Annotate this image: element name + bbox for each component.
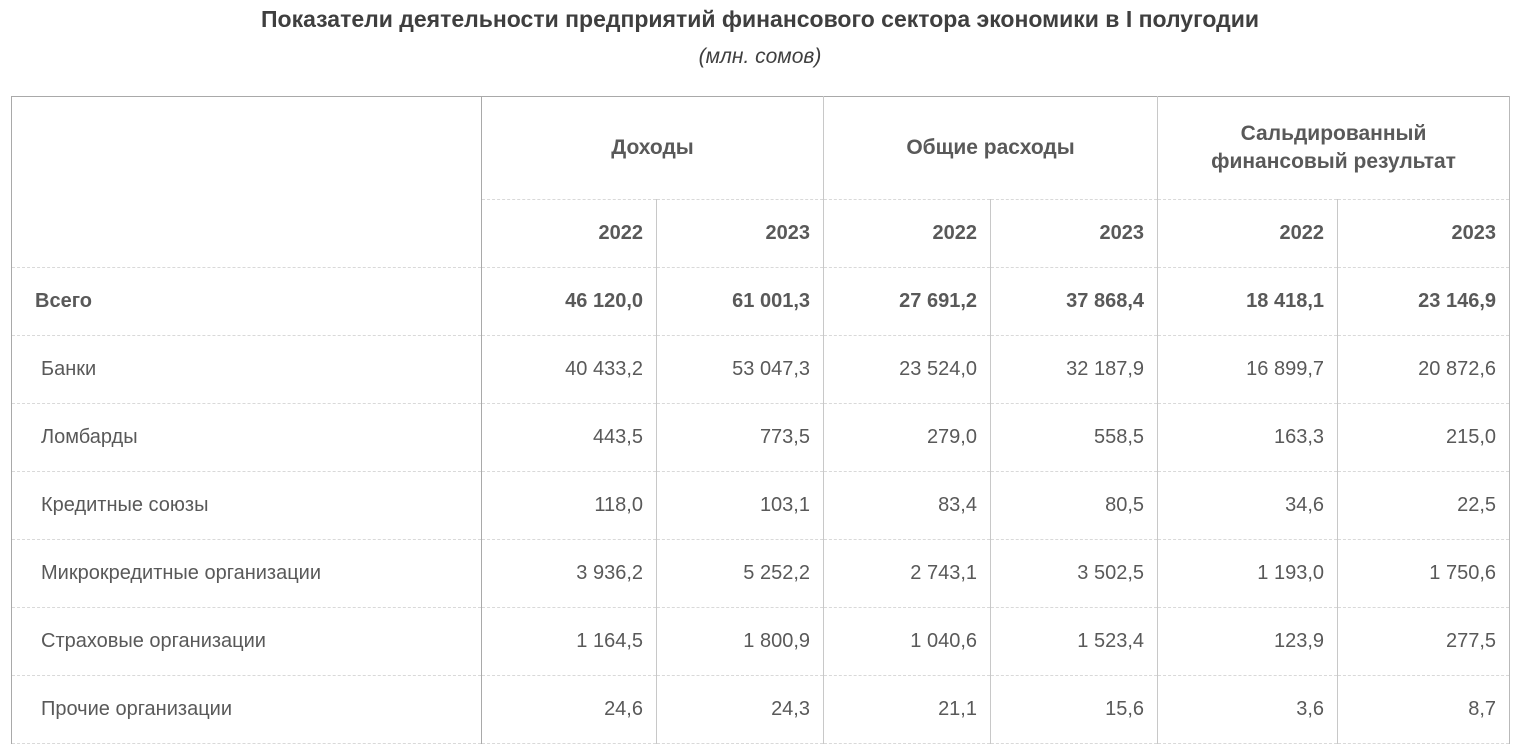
- cell-value: 23 146,9: [1337, 267, 1510, 336]
- cell-value: 53 047,3: [656, 335, 824, 404]
- cell-value: 5 252,2: [656, 539, 824, 608]
- cell-value: 22,5: [1337, 471, 1510, 540]
- cell-value: 279,0: [823, 403, 991, 472]
- year-header-expenses-2023: 2023: [989, 199, 1158, 268]
- table-row-insurance-organizations: Страховые организации 1 164,5 1 800,9 1 …: [11, 607, 1510, 676]
- table-row-other-organizations: Прочие организации 24,6 24,3 21,1 15,6 3…: [11, 675, 1510, 744]
- cell-value: 83,4: [823, 471, 991, 540]
- cell-value: 1 193,0: [1157, 539, 1338, 608]
- cell-value: 773,5: [656, 403, 824, 472]
- cell-value: 3,6: [1157, 675, 1338, 744]
- cell-value: 1 800,9: [656, 607, 824, 676]
- cell-value: 118,0: [481, 471, 657, 540]
- cell-value: 2 743,1: [823, 539, 991, 608]
- page-subtitle: (млн. сомов): [698, 45, 822, 68]
- cell-value: 443,5: [481, 403, 657, 472]
- cell-value: 103,1: [656, 471, 824, 540]
- cell-value: 277,5: [1337, 607, 1510, 676]
- cell-value: 27 691,2: [823, 267, 991, 336]
- table-row-pawnshops: Ломбарды 443,5 773,5 279,0 558,5 163,3 2…: [11, 403, 1510, 472]
- row-label: Страховые организации: [11, 607, 482, 676]
- year-header-expenses-2022: 2022: [823, 199, 991, 268]
- column-group-incomes: Доходы: [481, 96, 824, 200]
- table-row-microcredit-organizations: Микрокредитные организации 3 936,2 5 252…: [11, 539, 1510, 608]
- year-header-result-2022: 2022: [1157, 199, 1338, 268]
- year-header-result-2023: 2023: [1337, 199, 1510, 268]
- cell-value: 18 418,1: [1157, 267, 1338, 336]
- financial-indicators-table: Доходы Общие расходы Сальдированный фина…: [11, 96, 1511, 744]
- table-row-total: Всего 46 120,0 61 001,3 27 691,2 37 868,…: [11, 267, 1510, 336]
- cell-value: 24,3: [656, 675, 824, 744]
- page-title: Показатели деятельности предприятий фина…: [261, 6, 1259, 32]
- row-label: Микрокредитные организации: [11, 539, 482, 608]
- cell-value: 61 001,3: [656, 267, 824, 336]
- cell-value: 34,6: [1157, 471, 1338, 540]
- corner-cell: [11, 96, 482, 268]
- cell-value: 16 899,7: [1157, 335, 1338, 404]
- cell-value: 8,7: [1337, 675, 1510, 744]
- row-label: Всего: [11, 267, 482, 336]
- year-header-incomes-2023: 2023: [656, 199, 824, 268]
- cell-value: 123,9: [1157, 607, 1338, 676]
- cell-value: 32 187,9: [989, 335, 1158, 404]
- cell-value: 558,5: [989, 403, 1158, 472]
- header-year-row: 2022 2023 2022 2023 2022 2023: [12, 199, 1510, 268]
- row-label: Ломбарды: [11, 403, 482, 472]
- cell-value: 1 523,4: [989, 607, 1158, 676]
- column-group-net-financial-result: Сальдированный финансовый результат: [1157, 96, 1510, 200]
- cell-value: 23 524,0: [823, 335, 991, 404]
- cell-value: 24,6: [481, 675, 657, 744]
- row-label: Кредитные союзы: [11, 471, 482, 540]
- column-group-total-expenses: Общие расходы: [822, 96, 1158, 200]
- table-row-banks: Банки 40 433,2 53 047,3 23 524,0 32 187,…: [11, 335, 1510, 404]
- table-row-credit-unions: Кредитные союзы 118,0 103,1 83,4 80,5 34…: [11, 471, 1510, 540]
- cell-value: 163,3: [1157, 403, 1338, 472]
- row-label: Банки: [11, 335, 482, 404]
- cell-value: 21,1: [823, 675, 991, 744]
- row-label: Прочие организации: [11, 675, 482, 744]
- cell-value: 40 433,2: [481, 335, 657, 404]
- cell-value: 3 502,5: [989, 539, 1158, 608]
- cell-value: 15,6: [989, 675, 1158, 744]
- year-header-incomes-2022: 2022: [481, 199, 657, 268]
- cell-value: 20 872,6: [1337, 335, 1510, 404]
- cell-value: 1 164,5: [481, 607, 657, 676]
- cell-value: 46 120,0: [481, 267, 657, 336]
- cell-value: 1 750,6: [1337, 539, 1510, 608]
- cell-value: 80,5: [989, 471, 1158, 540]
- cell-value: 3 936,2: [481, 539, 657, 608]
- cell-value: 37 868,4: [989, 267, 1158, 336]
- cell-value: 1 040,6: [823, 607, 991, 676]
- header-group-row: Доходы Общие расходы Сальдированный фина…: [11, 96, 1510, 268]
- cell-value: 215,0: [1337, 403, 1510, 472]
